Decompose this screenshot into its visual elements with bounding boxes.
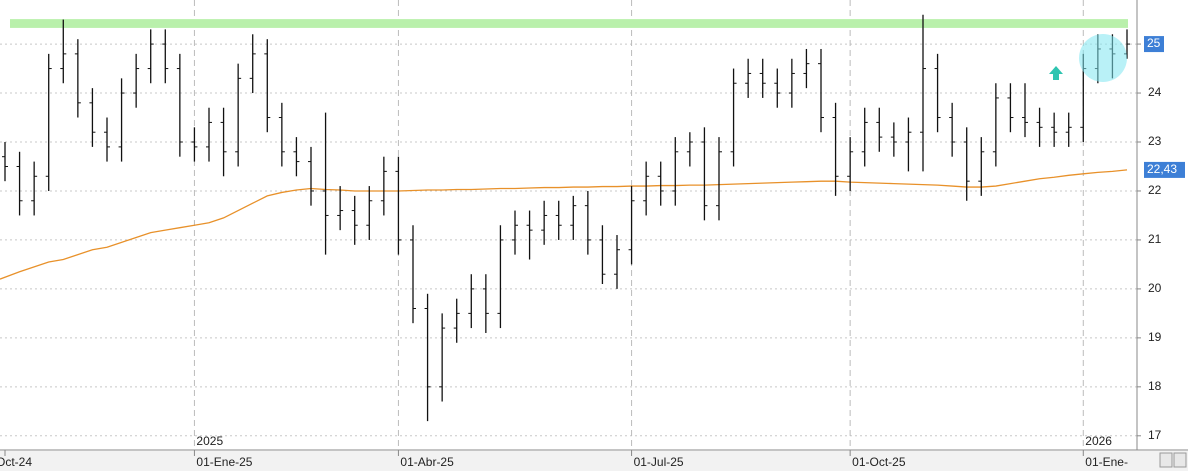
bars-layer bbox=[2, 14, 1130, 422]
price-tag-label: 25 bbox=[1147, 36, 1161, 50]
moving-average bbox=[0, 169, 1128, 280]
year-label: 2025 bbox=[196, 434, 223, 448]
x-axis-strip bbox=[0, 451, 1188, 471]
y-tick-label: 18 bbox=[1148, 379, 1162, 393]
scroll-button[interactable] bbox=[1159, 452, 1173, 468]
x-tick-label: 01-Jul-25 bbox=[634, 455, 684, 469]
y-tick-label: 21 bbox=[1148, 232, 1162, 246]
y-tick-label: 23 bbox=[1148, 134, 1162, 148]
x-tick-label: Oct-24 bbox=[0, 455, 32, 469]
y-tick-label: 24 bbox=[1148, 85, 1162, 99]
year-label: 2026 bbox=[1085, 434, 1112, 448]
resistance-zone bbox=[10, 19, 1128, 28]
x-tick-label: 01-Ene- bbox=[1085, 455, 1128, 469]
x-tick-label: 01-Ene-25 bbox=[196, 455, 252, 469]
ma-layer bbox=[0, 169, 1128, 280]
axes-layer: 17 18 19 20 21 22 23 24 25 Oct-24 01-Ene-25 2025 01-… bbox=[0, 36, 1185, 469]
up-arrow bbox=[1049, 66, 1063, 80]
ma-tag-label: 22,43 bbox=[1147, 162, 1177, 176]
x-tick-label: 01-Abr-25 bbox=[400, 455, 454, 469]
y-tick-label: 17 bbox=[1148, 428, 1162, 442]
zone-layer bbox=[10, 19, 1128, 28]
price-tag-box bbox=[1144, 36, 1164, 53]
x-tick-label: 01-Oct-25 bbox=[852, 455, 906, 469]
zoom-button[interactable] bbox=[1173, 452, 1187, 468]
y-tick-label: 22 bbox=[1148, 183, 1162, 197]
highlight-circle bbox=[1079, 34, 1127, 82]
ma-tag-box bbox=[1144, 161, 1185, 178]
y-tick-label: 20 bbox=[1148, 281, 1162, 295]
y-tick-label: 19 bbox=[1148, 330, 1162, 344]
